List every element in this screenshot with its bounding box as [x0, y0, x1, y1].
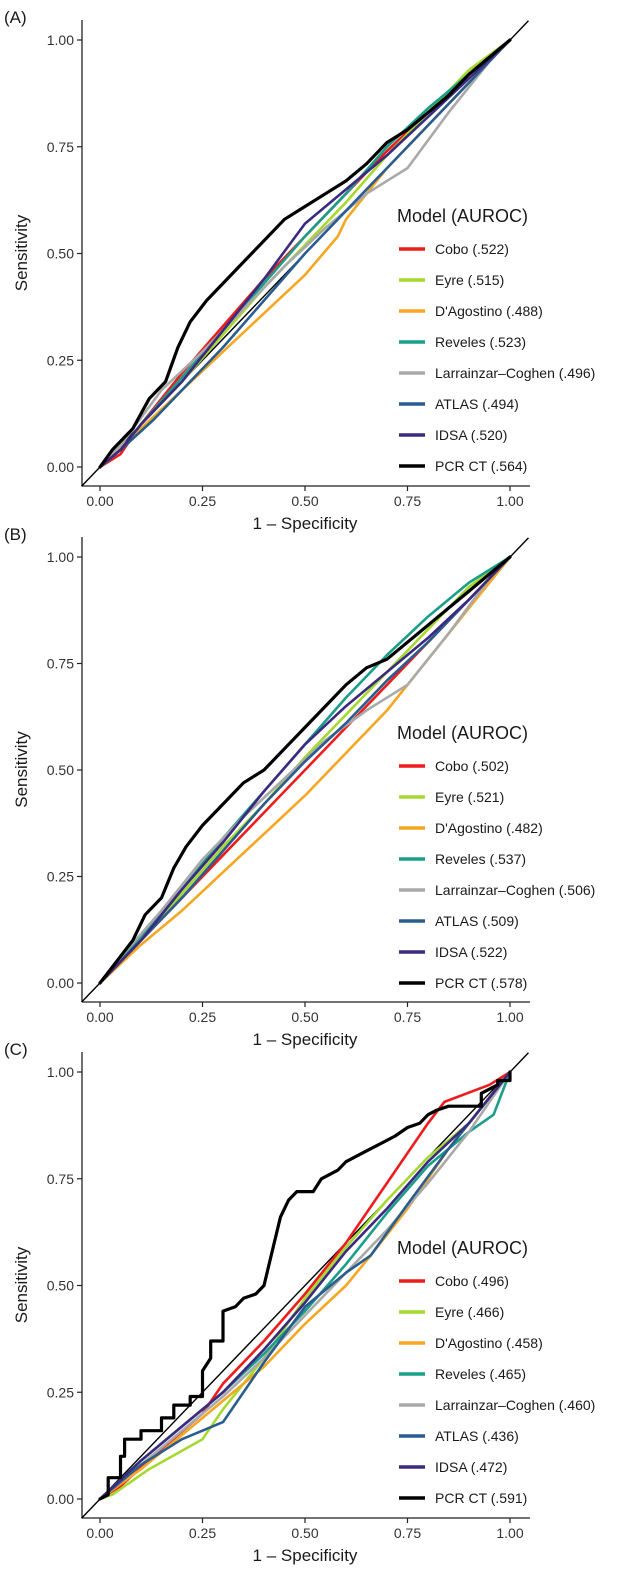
legend-entry-label: IDSA (.520): [435, 427, 507, 443]
y-tick-label: 0.50: [47, 246, 74, 262]
roc-panel-2: (B) 0.00 0.25 0.50 0.75 1.00 0.00 0.25 0.50 0.75 1…: [4, 525, 595, 1049]
legend-entry-label: PCR CT (.578): [435, 975, 527, 991]
legend-entry-label: Eyre (.466): [435, 1304, 504, 1320]
legend-entry-label: Cobo (.522): [435, 241, 509, 257]
legend-entry-label: PCR CT (.564): [435, 458, 527, 474]
x-tick-label: 0.00: [86, 1009, 113, 1025]
legend-entry-label: Larrainzar–Coghen (.460): [435, 1397, 595, 1413]
legend-entry-label: Cobo (.496): [435, 1273, 509, 1289]
y-tick-label: 0.00: [47, 459, 74, 475]
legend-entry-label: Reveles (.465): [435, 1366, 526, 1382]
x-axis-title: 1 – Specificity: [253, 1030, 358, 1049]
panel-label: (A): [4, 8, 27, 27]
legend-title: Model (AUROC): [397, 723, 528, 743]
legend-entry-label: ATLAS (.509): [435, 913, 519, 929]
legend-entry-label: ATLAS (.436): [435, 1428, 519, 1444]
y-tick-label: 1.00: [47, 1064, 74, 1080]
x-tick-label: 0.50: [291, 1009, 318, 1025]
x-tick-label: 1.00: [496, 1009, 523, 1025]
y-tick-label: 1.00: [47, 32, 74, 48]
reference-diagonal-line: [81, 1052, 529, 1519]
x-tick-label: 0.75: [394, 493, 421, 509]
roc-curve-8: [98, 555, 512, 985]
panel-label: (B): [4, 525, 27, 544]
roc-curve-6: [98, 1070, 512, 1501]
roc-curve-7: [98, 555, 512, 985]
x-tick-label: 0.00: [86, 1525, 113, 1541]
roc-panel-1: (A) 0.00 0.25 0.50 0.75 1.00 0.00 0.25 0.50 0.75 1…: [4, 8, 595, 533]
legend-entry-label: Larrainzar–Coghen (.496): [435, 365, 595, 381]
legend-title: Model (AUROC): [397, 206, 528, 226]
roc-panel-3: (C) 0.00 0.25 0.50 0.75 1.00 0.00 0.25 0.50 0.75 1…: [4, 1040, 595, 1565]
y-tick-label: 0.00: [47, 975, 74, 991]
roc-curve-5: [98, 38, 512, 469]
y-tick-label: 0.25: [47, 1384, 74, 1400]
roc-curve-6: [98, 38, 512, 469]
x-axis-title: 1 – Specificity: [253, 1546, 358, 1565]
roc-curve-8: [98, 38, 512, 469]
legend-entry-label: Reveles (.523): [435, 334, 526, 350]
y-axis-title: Sensitivity: [12, 1246, 31, 1323]
y-tick-label: 0.25: [47, 869, 74, 885]
roc-curve-6: [98, 555, 512, 985]
x-tick-label: 1.00: [496, 493, 523, 509]
legend-entry-label: ATLAS (.494): [435, 396, 519, 412]
y-axis-title: Sensitivity: [12, 731, 31, 808]
legend-entry-label: Larrainzar–Coghen (.506): [435, 882, 595, 898]
legend-entry-label: Reveles (.537): [435, 851, 526, 867]
roc-curve-5: [98, 1070, 512, 1501]
x-tick-label: 1.00: [496, 1525, 523, 1541]
x-tick-label: 0.25: [189, 1525, 216, 1541]
y-tick-label: 0.00: [47, 1491, 74, 1507]
roc-curve-2: [98, 1070, 512, 1501]
legend-entry-label: IDSA (.522): [435, 944, 507, 960]
legend-entry-label: Eyre (.521): [435, 789, 504, 805]
roc-curve-7: [98, 38, 512, 469]
roc-curve-8: [98, 1070, 512, 1501]
roc-curve-5: [98, 555, 512, 985]
x-tick-label: 0.75: [394, 1525, 421, 1541]
y-tick-label: 0.75: [47, 139, 74, 155]
legend-entry-label: Cobo (.502): [435, 758, 509, 774]
x-tick-label: 0.25: [189, 493, 216, 509]
y-tick-label: 0.75: [47, 656, 74, 672]
y-tick-label: 0.75: [47, 1171, 74, 1187]
legend-entry-label: D'Agostino (.458): [435, 1335, 543, 1351]
y-tick-label: 0.25: [47, 352, 74, 368]
legend-entry-label: D'Agostino (.482): [435, 820, 543, 836]
x-tick-label: 0.50: [291, 493, 318, 509]
roc-curve-7: [98, 1070, 512, 1501]
panel-label: (C): [4, 1040, 28, 1059]
legend-title: Model (AUROC): [397, 1238, 528, 1258]
y-axis-title: Sensitivity: [12, 214, 31, 291]
y-tick-label: 0.50: [47, 1278, 74, 1294]
legend-entry-label: D'Agostino (.488): [435, 303, 543, 319]
y-tick-label: 1.00: [47, 549, 74, 565]
y-tick-label: 0.50: [47, 762, 74, 778]
legend-entry-label: PCR CT (.591): [435, 1490, 527, 1506]
x-tick-label: 0.00: [86, 493, 113, 509]
x-tick-label: 0.50: [291, 1525, 318, 1541]
legend-entry-label: Eyre (.515): [435, 272, 504, 288]
legend-entry-label: IDSA (.472): [435, 1459, 507, 1475]
x-axis-title: 1 – Specificity: [253, 514, 358, 533]
x-tick-label: 0.25: [189, 1009, 216, 1025]
x-tick-label: 0.75: [394, 1009, 421, 1025]
